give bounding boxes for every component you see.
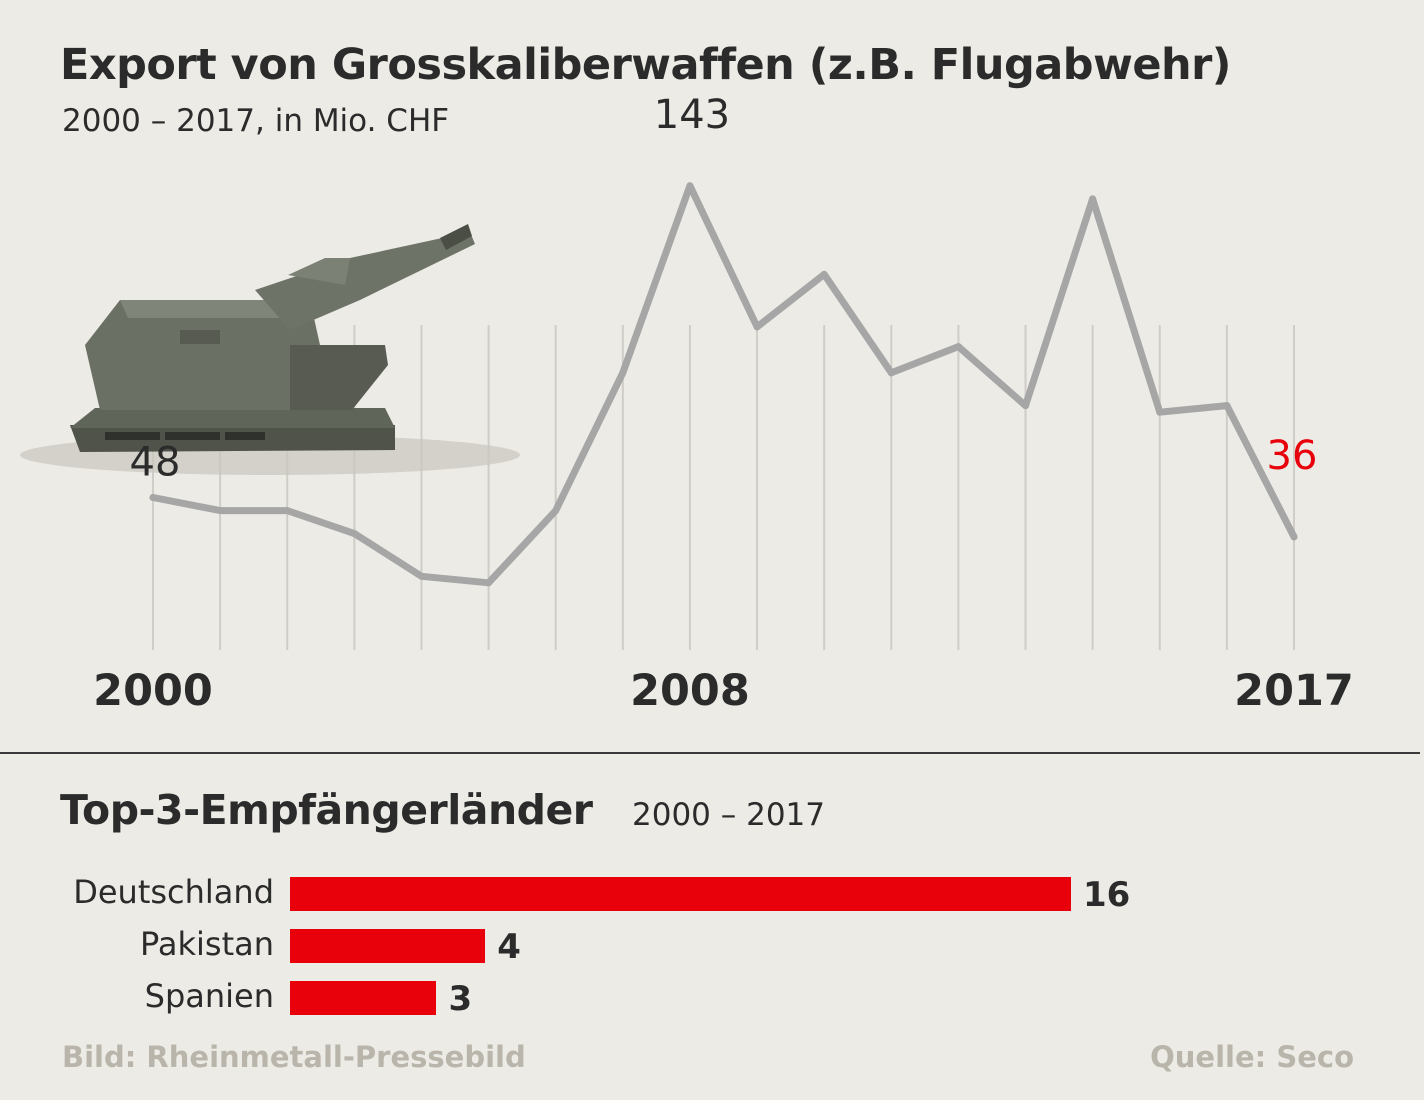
data-point-2015 xyxy=(1156,408,1164,416)
bar-label: Pakistan xyxy=(140,925,274,963)
bar-row: Spanien 3 xyxy=(0,977,1424,1019)
bar-row: Pakistan 4 xyxy=(0,925,1424,967)
data-point-2012 xyxy=(954,343,962,351)
bar-spanien xyxy=(290,981,437,1015)
data-point-2006 xyxy=(552,507,560,515)
chart-title: Export von Grosskaliberwaffen (z.B. Flug… xyxy=(60,40,1231,90)
bar-value: 16 xyxy=(1083,875,1131,915)
data-point-2010 xyxy=(820,270,828,278)
anti-aircraft-gun-icon xyxy=(20,224,520,475)
bar-label: Spanien xyxy=(144,977,274,1015)
data-label-2017: 36 xyxy=(1267,433,1318,479)
data-point-2013 xyxy=(1022,402,1030,410)
data-point-2002 xyxy=(283,507,291,515)
data-point-2009 xyxy=(753,323,761,331)
data-point-2005 xyxy=(485,579,493,587)
section-divider xyxy=(0,752,1420,754)
data-point-2008 xyxy=(686,182,694,190)
data-labels: 48 143 36 xyxy=(130,92,1318,486)
data-label-2008: 143 xyxy=(654,92,730,138)
x-tick-label-2017: 2017 xyxy=(1234,666,1354,716)
bar-label: Deutschland xyxy=(73,873,274,911)
top3-title: Top-3-Empfängerländer xyxy=(60,786,593,834)
export-series-line xyxy=(149,182,1298,587)
image-credit: Bild: Rheinmetall-Pressebild xyxy=(62,1040,526,1074)
bar-row: Deutschland 16 xyxy=(0,873,1424,915)
x-axis-ticks: 2000 2008 2017 xyxy=(93,666,1354,716)
x-tick-label-2008: 2008 xyxy=(630,666,750,716)
line-chart: 48 143 36 2000 2008 2017 xyxy=(20,92,1354,716)
data-point-2017 xyxy=(1290,533,1298,541)
bar-pakistan xyxy=(290,929,486,963)
data-point-2001 xyxy=(216,507,224,515)
data-point-2011 xyxy=(887,369,895,377)
data-point-2014 xyxy=(1089,195,1097,203)
source-credit: Quelle: Seco xyxy=(1150,1040,1354,1074)
x-tick-label-2000: 2000 xyxy=(93,666,213,716)
bar-value: 3 xyxy=(448,979,473,1019)
bar-deutschland xyxy=(290,877,1071,911)
grid-lines xyxy=(152,325,1295,650)
chart-subtitle: 2000 – 2017, in Mio. CHF xyxy=(62,103,450,139)
top3-subtitle: 2000 – 2017 xyxy=(632,797,825,833)
data-point-2003 xyxy=(350,530,358,538)
data-point-2000 xyxy=(149,494,157,501)
data-point-2016 xyxy=(1223,402,1231,410)
data-point-2007 xyxy=(619,369,627,377)
bar-value: 4 xyxy=(497,927,521,967)
data-label-2000: 48 xyxy=(130,440,181,486)
data-point-2004 xyxy=(417,572,425,580)
